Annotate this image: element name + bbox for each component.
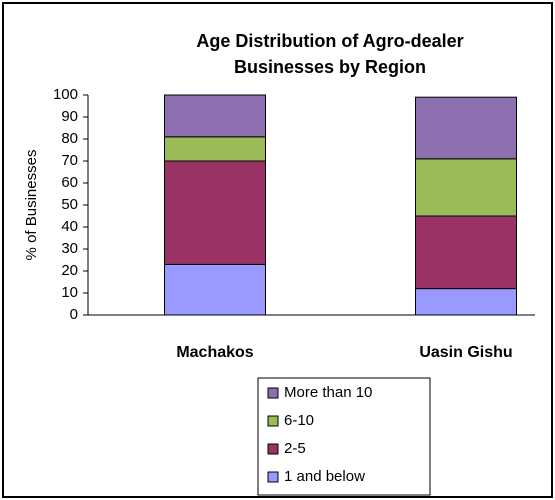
y-tick-label: 0 [70,306,78,323]
y-tick-label: 20 [61,262,78,279]
x-tick-label: Machakos [176,344,253,361]
bar-segment [415,215,517,290]
bar-segment [415,96,517,160]
bar-segment [164,136,266,162]
bar-segment [415,158,517,217]
y-tick-label: 90 [61,108,78,125]
legend-label: 1 and below [284,468,365,485]
y-tick-label: 10 [61,284,78,301]
chart-title: Age Distribution of Agro-dealer [196,31,463,51]
legend-label: 2-5 [284,440,306,457]
legend-swatch [267,415,279,427]
y-tick-label: 40 [61,218,78,235]
bar-segment [164,160,266,265]
legend-swatch [267,443,279,455]
chart-title: Businesses by Region [234,57,426,77]
y-tick-label: 60 [61,174,78,191]
bar-segment [415,288,517,316]
y-tick-label: 100 [53,86,78,103]
legend-box [257,377,431,496]
y-tick-label: 70 [61,152,78,169]
y-tick-label: 80 [61,130,78,147]
legend-label: More than 10 [284,384,372,401]
y-tick-label: 30 [61,240,78,257]
legend-label: 6-10 [284,412,314,429]
x-tick-label: Uasin Gishu [419,344,512,361]
bar-segment [164,263,266,316]
legend-swatch [267,387,279,399]
bar-segment [164,94,266,138]
y-tick-label: 50 [61,196,78,213]
legend-swatch [267,471,279,483]
y-axis-label: % of Businesses [23,150,40,261]
